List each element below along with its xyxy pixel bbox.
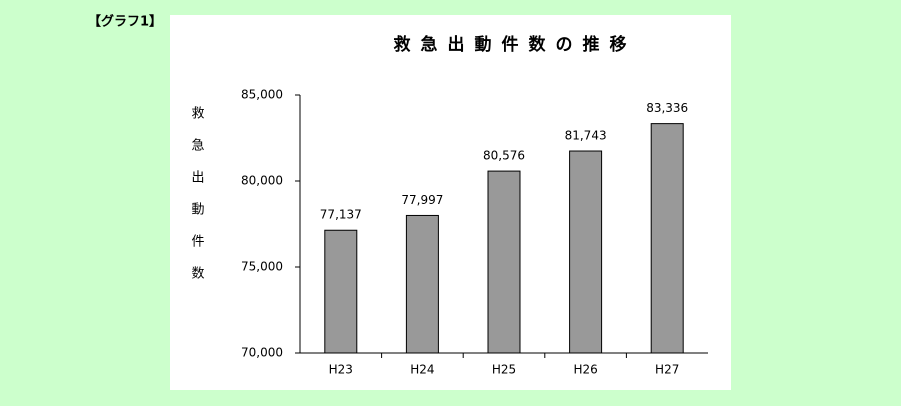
value-label: 81,743 (565, 129, 607, 143)
x-tick-label: H27 (655, 363, 679, 377)
x-tick-label: H24 (410, 363, 434, 377)
value-label: 77,997 (401, 193, 443, 207)
bar (569, 150, 603, 354)
chart-area (170, 15, 731, 390)
y-tick-label: 70,000 (241, 346, 283, 360)
x-tick-label: H25 (492, 363, 516, 377)
value-label: 77,137 (320, 208, 362, 222)
value-label: 80,576 (483, 149, 525, 163)
y-tick-label: 75,000 (241, 260, 283, 274)
bar (405, 214, 439, 354)
bar (487, 170, 521, 354)
x-tick-label: H26 (573, 363, 597, 377)
y-axis-label: 救急出動件数 (189, 105, 205, 298)
x-tick-label: H23 (329, 363, 353, 377)
bar (650, 123, 684, 354)
value-label: 83,336 (646, 101, 688, 115)
page-label: 【グラフ1】 (88, 14, 162, 30)
y-tick-label: 80,000 (241, 174, 283, 188)
bar (324, 229, 358, 354)
chart-title: 救急出動件数の推移 (394, 34, 637, 55)
y-tick-label: 85,000 (241, 88, 283, 102)
